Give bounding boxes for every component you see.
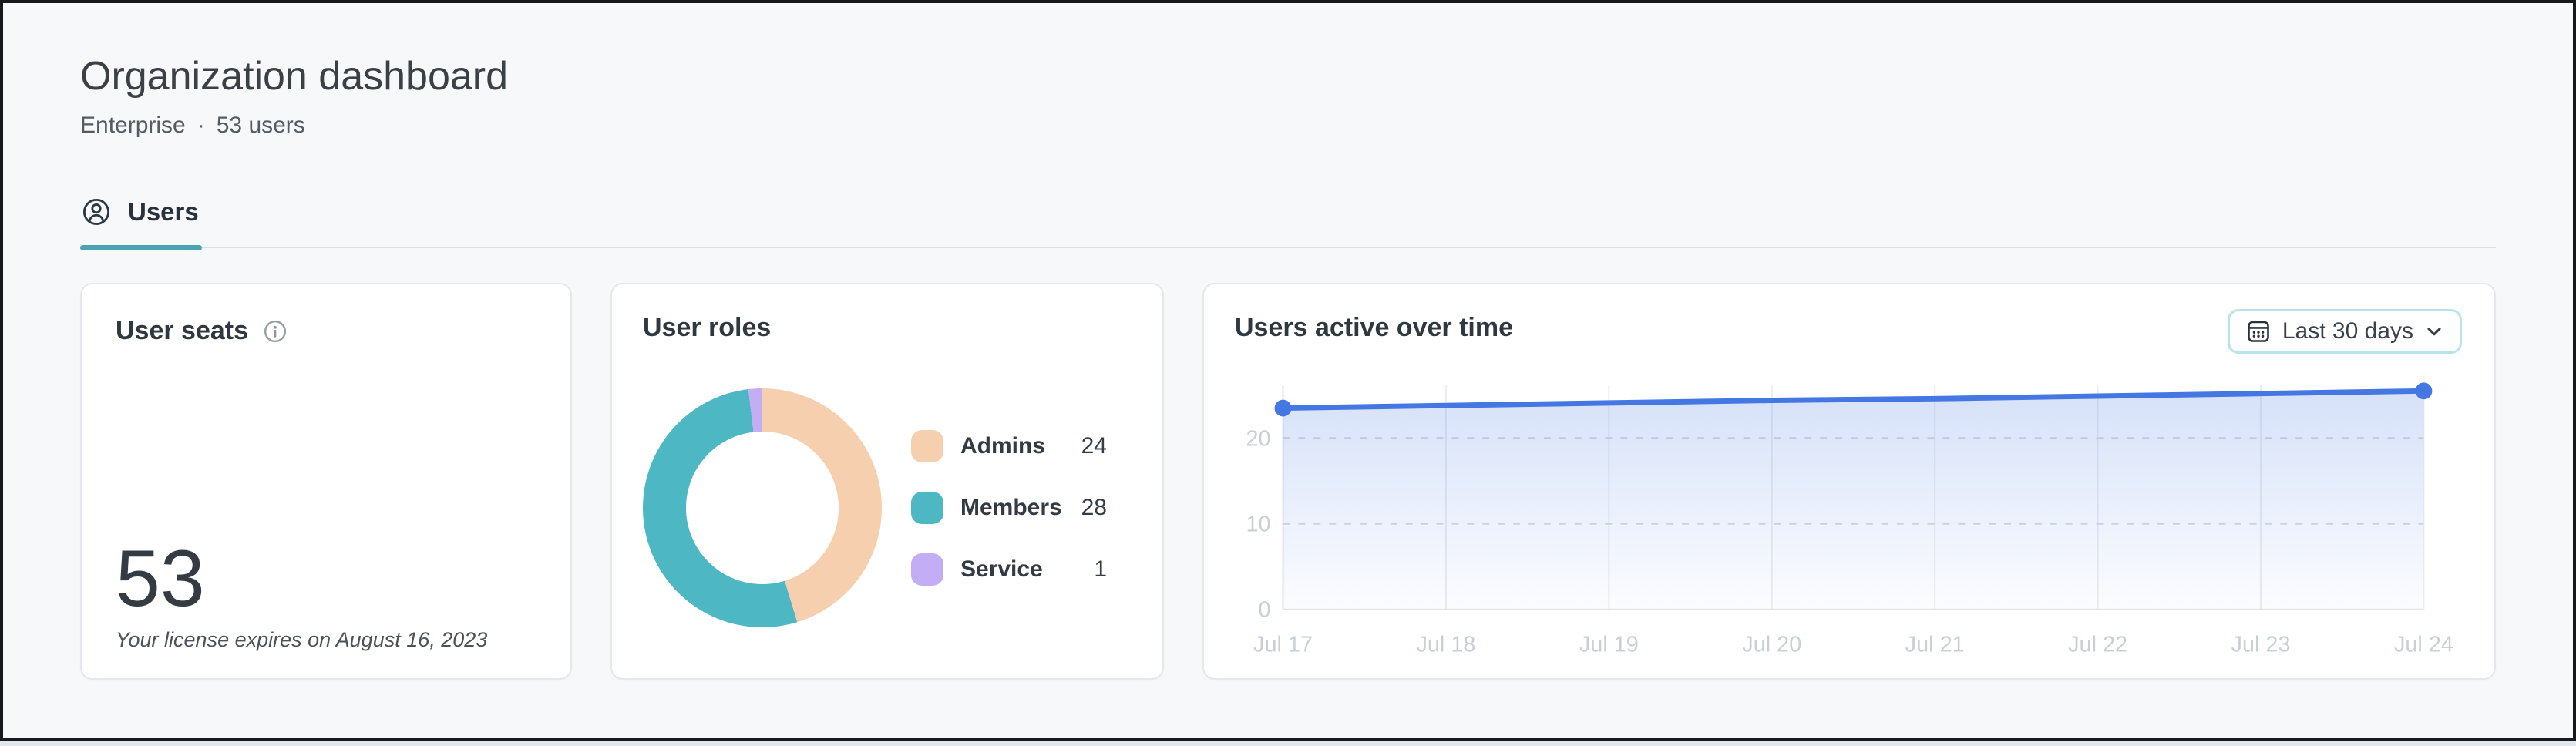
user-roles-card: User roles Admins 24 Members [610, 283, 1164, 680]
legend-swatch-admins [911, 430, 943, 463]
users-active-title: Users active over time [1235, 313, 1513, 343]
tab-users[interactable]: Users [80, 197, 202, 250]
user-count: 53 users [216, 113, 305, 139]
cards-row: User seats 53 Your license expires on Au… [80, 283, 2496, 680]
user-roles-title: User roles [643, 313, 772, 343]
users-active-card: Users active over time Last 30 days [1202, 283, 2496, 680]
svg-text:0: 0 [1259, 598, 1271, 623]
svg-text:Jul 21: Jul 21 [1905, 633, 1965, 657]
user-icon [82, 197, 111, 227]
tab-bar: Users [80, 197, 2496, 250]
svg-text:Jul 20: Jul 20 [1742, 633, 1801, 657]
legend-swatch-service [911, 553, 943, 586]
date-range-select[interactable]: Last 30 days [2227, 309, 2462, 355]
subtitle: Enterprise · 53 users [80, 113, 2496, 139]
tab-users-label: Users [128, 197, 199, 227]
svg-text:Jul 22: Jul 22 [2068, 633, 2127, 657]
plan-badge: Enterprise [80, 113, 186, 139]
legend-item-service: Service 1 [911, 553, 1107, 586]
legend-item-members: Members 28 [911, 492, 1107, 525]
user-roles-legend: Admins 24 Members 28 Service 1 [911, 430, 1107, 586]
header: Organization dashboard Enterprise · 53 u… [80, 52, 2496, 139]
info-icon[interactable] [264, 320, 287, 343]
calendar-icon [2245, 318, 2272, 344]
user-seats-value: 53 [116, 534, 205, 624]
legend-value-service: 1 [1094, 556, 1107, 583]
date-range-label: Last 30 days [2282, 318, 2413, 344]
legend-value-admins: 24 [1081, 433, 1107, 459]
svg-text:Jul 18: Jul 18 [1416, 633, 1475, 657]
svg-text:Jul 23: Jul 23 [2231, 633, 2291, 657]
svg-text:Jul 17: Jul 17 [1253, 633, 1313, 657]
user-seats-card: User seats 53 Your license expires on Au… [80, 283, 572, 680]
active-users-line-chart: Jul 17 Jul 18 Jul 19 Jul 20 Jul 21 Jul 22 Jul … [1246, 382, 2453, 657]
legend-label-service: Service [960, 556, 1043, 583]
chevron-down-icon [2424, 321, 2444, 341]
legend-item-admins: Admins 24 [911, 430, 1107, 463]
user-seats-title: User seats [116, 316, 249, 346]
page-title: Organization dashboard [80, 54, 509, 99]
legend-label-members: Members [960, 495, 1062, 521]
svg-text:20: 20 [1246, 427, 1271, 452]
svg-text:Jul 19: Jul 19 [1579, 633, 1639, 657]
legend-value-members: 28 [1081, 495, 1107, 521]
subtitle-separator: · [197, 113, 205, 139]
donut-hole [686, 432, 839, 585]
license-expiry-note: Your license expires on August 16, 2023 [116, 628, 488, 652]
svg-text:10: 10 [1246, 512, 1271, 537]
legend-swatch-members [911, 492, 943, 525]
user-roles-donut-chart [643, 388, 882, 628]
svg-text:Jul 24: Jul 24 [2394, 633, 2453, 657]
legend-label-admins: Admins [960, 433, 1046, 459]
